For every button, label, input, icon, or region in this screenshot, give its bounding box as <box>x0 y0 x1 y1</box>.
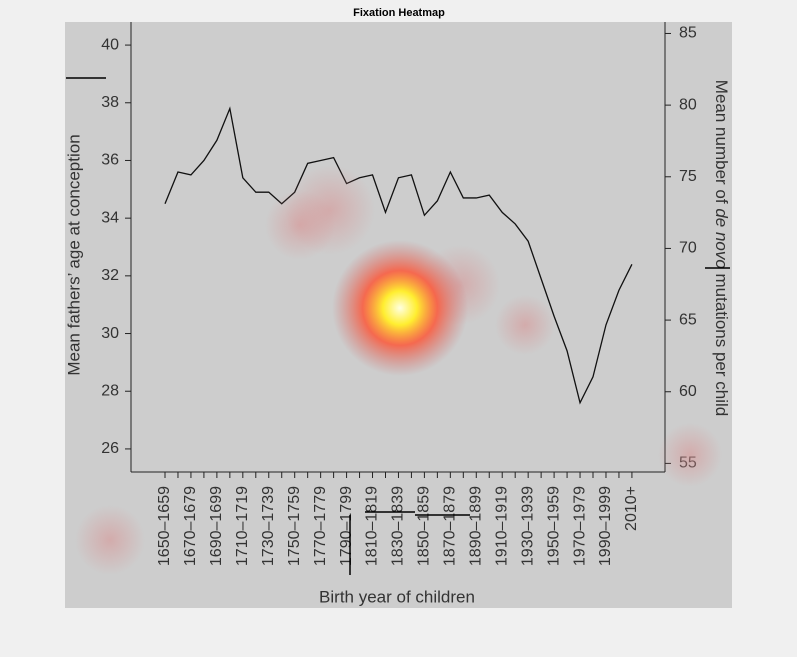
x-tick-label: 1870–1879 <box>442 486 459 566</box>
x-tick-label: 1810–1819 <box>364 486 381 566</box>
x-tick-label: 1710–1719 <box>234 486 251 566</box>
y2-axis-label-part: Mean number of <box>712 80 731 209</box>
x-tick-label: 1730–1739 <box>260 486 277 566</box>
x-tick-label: 1790–1799 <box>338 486 355 566</box>
x-tick-label: 1850–1859 <box>416 486 433 566</box>
y-tick-label: 38 <box>101 94 119 111</box>
y2-tick-label: 65 <box>679 311 697 328</box>
x-tick-label: 1930–1939 <box>519 486 536 566</box>
line-series <box>164 106 633 405</box>
x-tick-label: 1750–1759 <box>286 486 303 566</box>
y-tick-label: 28 <box>101 382 119 399</box>
x-tick-label: 1950–1959 <box>545 486 562 566</box>
y2-tick-label: 70 <box>679 240 697 257</box>
y-tick-label: 36 <box>101 152 119 169</box>
x-tick-label: 1990–1999 <box>597 486 614 566</box>
fixation-blob <box>495 295 555 355</box>
y2-tick-label: 85 <box>679 25 697 42</box>
y2-tick-label: 60 <box>679 383 697 400</box>
fixation-blob <box>75 505 145 575</box>
fixation-blob <box>265 190 335 260</box>
x-tick-label: 1670–1679 <box>182 486 199 566</box>
y-tick-label: 32 <box>101 267 119 284</box>
scanpath <box>66 77 730 575</box>
y-tick-label: 30 <box>101 325 119 342</box>
fixation-blob <box>658 423 722 487</box>
plot: 2628303234363840556065707580851650–16591… <box>64 22 731 606</box>
y-tick-label: 34 <box>101 209 119 226</box>
fixation-blob <box>332 240 468 376</box>
y-axis-label: Mean fathers’ age at conception <box>64 134 83 375</box>
y2-tick-label: 80 <box>679 96 697 113</box>
x-tick-label: 1830–1839 <box>390 486 407 566</box>
y2-axis-label: Mean number of de novo mutations per chi… <box>712 80 731 416</box>
x-tick-label: 1970–1979 <box>571 486 588 566</box>
y2-axis-label-part: de novo <box>712 208 731 269</box>
y-tick-label: 40 <box>101 36 119 53</box>
x-tick-label: 2010+ <box>623 486 640 531</box>
heatmap <box>75 165 722 575</box>
y2-tick-label: 75 <box>679 168 697 185</box>
x-tick-label: 1910–1919 <box>493 486 510 566</box>
x-axis-label: Birth year of children <box>319 587 475 606</box>
x-tick-label: 1690–1699 <box>208 486 225 566</box>
x-tick-label: 1770–1779 <box>312 486 329 566</box>
page-title: Fixation Heatmap <box>353 7 445 19</box>
y-tick-label: 26 <box>101 440 119 457</box>
x-tick-label: 1650–1659 <box>156 486 173 566</box>
y2-axis-label-part: mutations per child <box>712 269 731 416</box>
x-tick-label: 1890–1899 <box>467 486 484 566</box>
